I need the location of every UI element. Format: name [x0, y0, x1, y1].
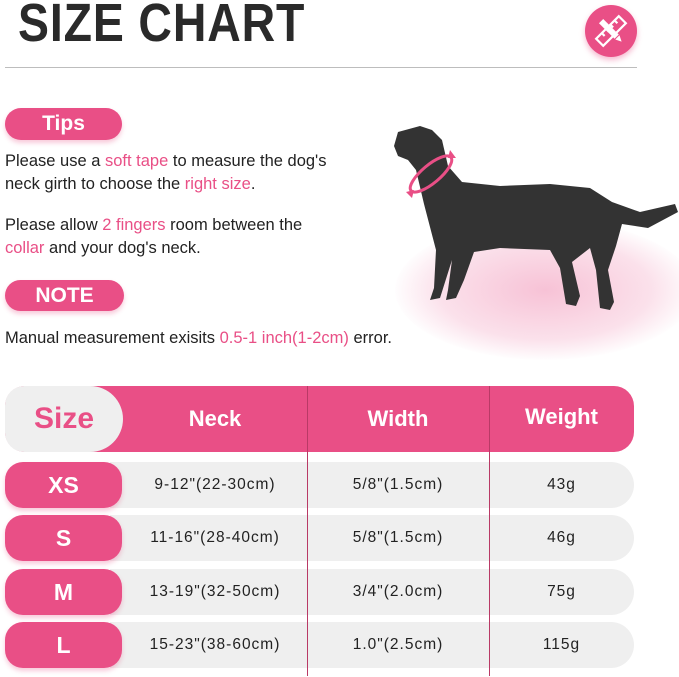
table-row: [110, 569, 634, 615]
weight-cell: 46g: [547, 529, 576, 546]
page-title: SIZE CHART: [18, 0, 306, 53]
neck-cell: 9-12"(22-30cm): [154, 476, 276, 493]
tip-text-2: Please allow 2 fingers room between the c…: [5, 216, 303, 257]
weight-cell: 43g: [547, 476, 576, 493]
tip-text-1: Please use a soft tape to measure the do…: [5, 152, 327, 193]
size-badge: M: [5, 569, 122, 615]
note-text: Manual measurement exisits 0.5-1 inch(1-…: [5, 329, 392, 347]
column-divider: [489, 386, 490, 676]
width-cell: 1.0"(2.5cm): [352, 636, 444, 653]
column-divider: [307, 386, 308, 676]
neck-cell: 13-19"(32-50cm): [149, 583, 281, 600]
width-cell: 5/8"(1.5cm): [352, 476, 444, 493]
note-badge: NOTE: [5, 280, 124, 311]
table-row: [110, 515, 634, 561]
header-weight: Weight: [525, 404, 598, 429]
size-badge: S: [5, 515, 122, 561]
header-neck: Neck: [188, 406, 242, 431]
width-cell: 5/8"(1.5cm): [352, 529, 444, 546]
divider: [5, 67, 637, 68]
size-badge: XS: [5, 462, 122, 508]
tips-badge: Tips: [5, 108, 122, 140]
size-badge: L: [5, 622, 122, 668]
weight-cell: 75g: [547, 583, 576, 600]
dog-illustration: [394, 126, 678, 310]
width-cell: 3/4"(2.0cm): [352, 583, 444, 600]
neck-cell: 15-23"(38-60cm): [149, 636, 281, 653]
header-size: Size: [5, 386, 123, 452]
weight-cell: 115g: [542, 636, 581, 653]
table-row: [110, 462, 634, 508]
header-width: Width: [367, 406, 429, 431]
ruler-pencil-icon: [585, 5, 637, 57]
neck-cell: 11-16"(28-40cm): [150, 529, 280, 546]
table-row: [110, 622, 634, 668]
